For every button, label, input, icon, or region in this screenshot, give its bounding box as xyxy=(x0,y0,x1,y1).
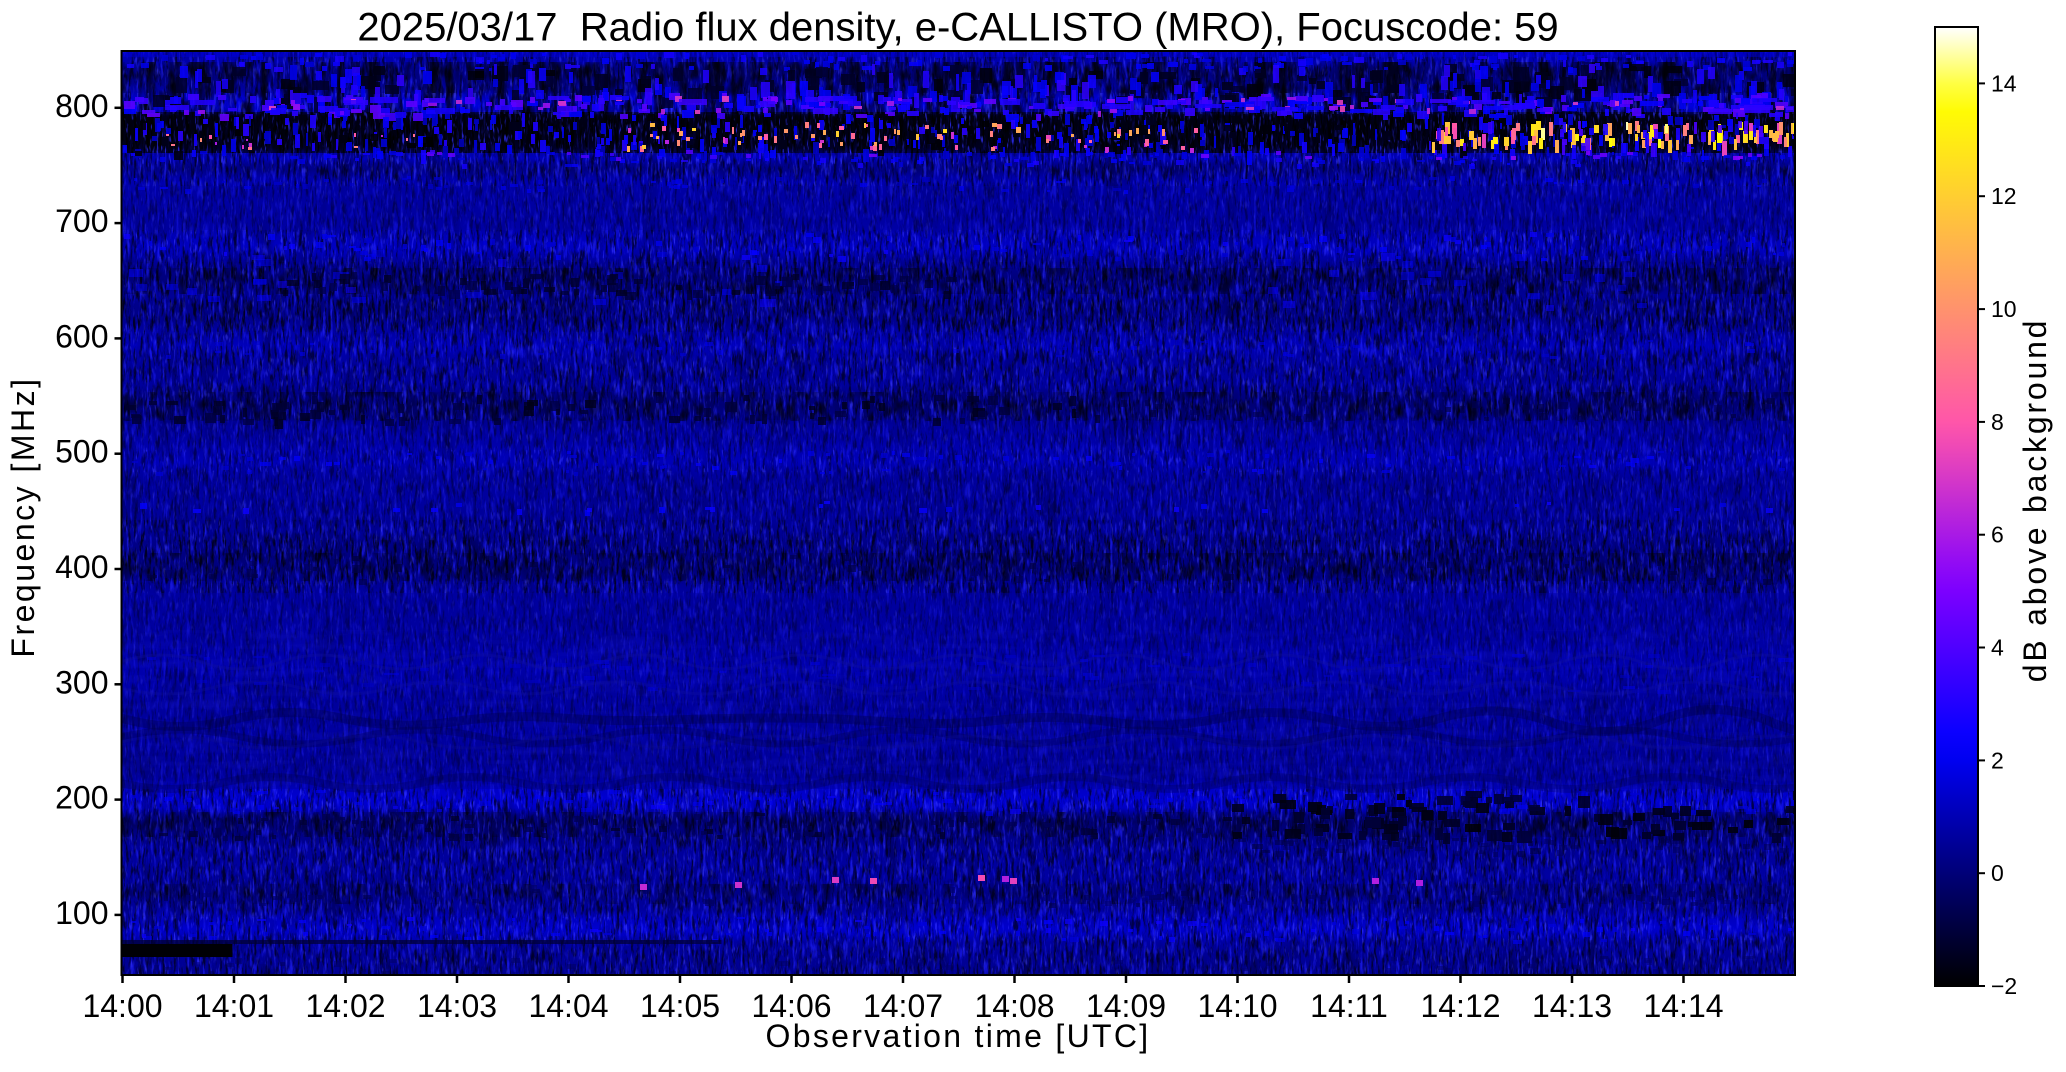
svg-text:400: 400 xyxy=(55,549,108,585)
svg-text:200: 200 xyxy=(55,780,108,816)
svg-text:14:10: 14:10 xyxy=(1197,988,1277,1024)
svg-text:800: 800 xyxy=(55,88,108,124)
svg-text:14:02: 14:02 xyxy=(305,988,385,1024)
svg-text:0: 0 xyxy=(1991,860,2004,886)
svg-text:8: 8 xyxy=(1991,409,2004,435)
svg-text:Observation time [UTC]: Observation time [UTC] xyxy=(766,1018,1151,1054)
svg-text:2025/03/17 Radio flux density: 2025/03/17 Radio flux density, e-CALLIST… xyxy=(357,6,1558,50)
svg-text:Frequency [MHz]: Frequency [MHz] xyxy=(5,376,41,657)
svg-text:700: 700 xyxy=(55,203,108,239)
svg-text:14:08: 14:08 xyxy=(974,988,1054,1024)
svg-text:14:05: 14:05 xyxy=(640,988,720,1024)
svg-text:300: 300 xyxy=(55,664,108,700)
svg-text:14:12: 14:12 xyxy=(1420,988,1500,1024)
svg-text:14:13: 14:13 xyxy=(1532,988,1612,1024)
svg-text:6: 6 xyxy=(1991,522,2004,548)
svg-text:14:03: 14:03 xyxy=(417,988,497,1024)
svg-text:dB above background: dB above background xyxy=(2017,318,2053,683)
svg-text:14:06: 14:06 xyxy=(751,988,831,1024)
svg-text:−2: −2 xyxy=(1991,973,2017,999)
svg-text:500: 500 xyxy=(55,434,108,470)
svg-text:12: 12 xyxy=(1991,183,2017,209)
svg-text:14:01: 14:01 xyxy=(194,988,274,1024)
svg-text:4: 4 xyxy=(1991,635,2004,661)
svg-text:14:04: 14:04 xyxy=(528,988,608,1024)
svg-text:14:14: 14:14 xyxy=(1643,988,1723,1024)
svg-text:14:07: 14:07 xyxy=(863,988,943,1024)
svg-text:2: 2 xyxy=(1991,747,2004,773)
svg-text:14:09: 14:09 xyxy=(1086,988,1166,1024)
svg-text:10: 10 xyxy=(1991,296,2017,322)
svg-text:14: 14 xyxy=(1991,70,2017,96)
svg-text:14:11: 14:11 xyxy=(1310,988,1388,1024)
svg-text:14:00: 14:00 xyxy=(82,988,162,1024)
svg-text:100: 100 xyxy=(55,895,108,931)
svg-text:600: 600 xyxy=(55,318,108,354)
